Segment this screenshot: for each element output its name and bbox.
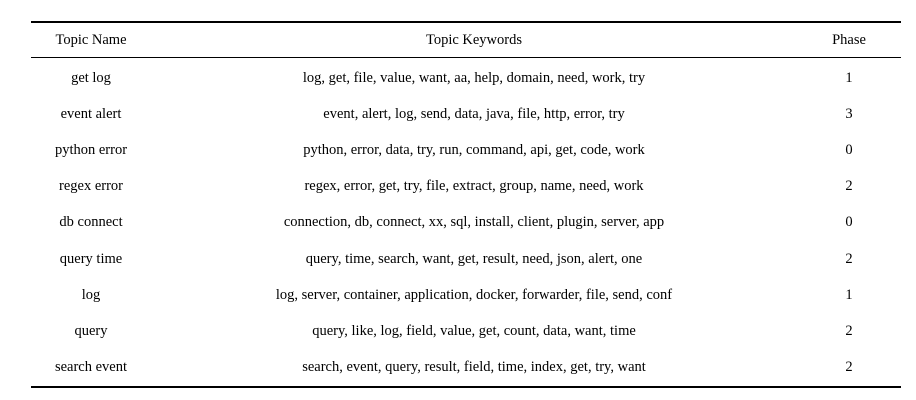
table-row: get log log, get, file, value, want, aa,… xyxy=(31,58,901,97)
topic-name-cell: search event xyxy=(54,359,128,376)
header-topic-keywords: Topic Keywords xyxy=(425,31,523,48)
topic-keywords-cell: query, like, log, field, value, get, cou… xyxy=(312,322,636,339)
table-row: event alert event, alert, log, send, dat… xyxy=(31,96,901,132)
phase-cell: 2 xyxy=(845,322,853,339)
topic-name-cell: event alert xyxy=(60,105,122,122)
topic-name-cell: regex error xyxy=(59,178,123,195)
topic-keywords-cell: search, event, query, result, field, tim… xyxy=(302,359,646,376)
topic-keywords-cell: query, time, search, want, get, result, … xyxy=(305,250,643,267)
phase-cell: 2 xyxy=(845,359,853,376)
topic-name-cell: query time xyxy=(59,250,123,267)
topic-table: Topic Name Topic Keywords Phase get log … xyxy=(31,21,901,388)
topic-keywords-cell: python, error, data, try, run, command, … xyxy=(303,141,645,158)
table-row: python error python, error, data, try, r… xyxy=(31,132,901,168)
table-row: query time query, time, search, want, ge… xyxy=(31,241,901,277)
phase-cell: 2 xyxy=(845,178,853,195)
topic-name-cell: db connect xyxy=(59,214,123,231)
topic-keywords-cell: event, alert, log, send, data, java, fil… xyxy=(323,105,625,122)
topic-name-cell: python error xyxy=(54,141,128,158)
phase-cell: 1 xyxy=(845,69,853,86)
table-row: search event search, event, query, resul… xyxy=(31,350,901,387)
topic-keywords-cell: log, get, file, value, want, aa, help, d… xyxy=(302,69,646,86)
header-phase: Phase xyxy=(832,31,866,48)
table-header-row: Topic Name Topic Keywords Phase xyxy=(31,22,901,58)
topic-name-cell: query xyxy=(74,322,108,339)
topic-name-cell: get log xyxy=(71,69,111,86)
table-row: db connect connection, db, connect, xx, … xyxy=(31,205,901,241)
phase-cell: 3 xyxy=(845,105,853,122)
topic-keywords-cell: connection, db, connect, xx, sql, instal… xyxy=(283,214,665,231)
topic-keywords-cell: regex, error, get, try, file, extract, g… xyxy=(304,178,644,195)
table-row: log log, server, container, application,… xyxy=(31,277,901,313)
topic-keywords-cell: log, server, container, application, doc… xyxy=(275,286,673,303)
phase-cell: 2 xyxy=(845,250,853,267)
phase-cell: 0 xyxy=(845,141,853,158)
phase-cell: 1 xyxy=(845,286,853,303)
header-topic-name: Topic Name xyxy=(55,31,127,48)
topic-name-cell: log xyxy=(81,286,101,303)
phase-cell: 0 xyxy=(845,214,853,231)
table-row: regex error regex, error, get, try, file… xyxy=(31,169,901,205)
table-row: query query, like, log, field, value, ge… xyxy=(31,313,901,349)
